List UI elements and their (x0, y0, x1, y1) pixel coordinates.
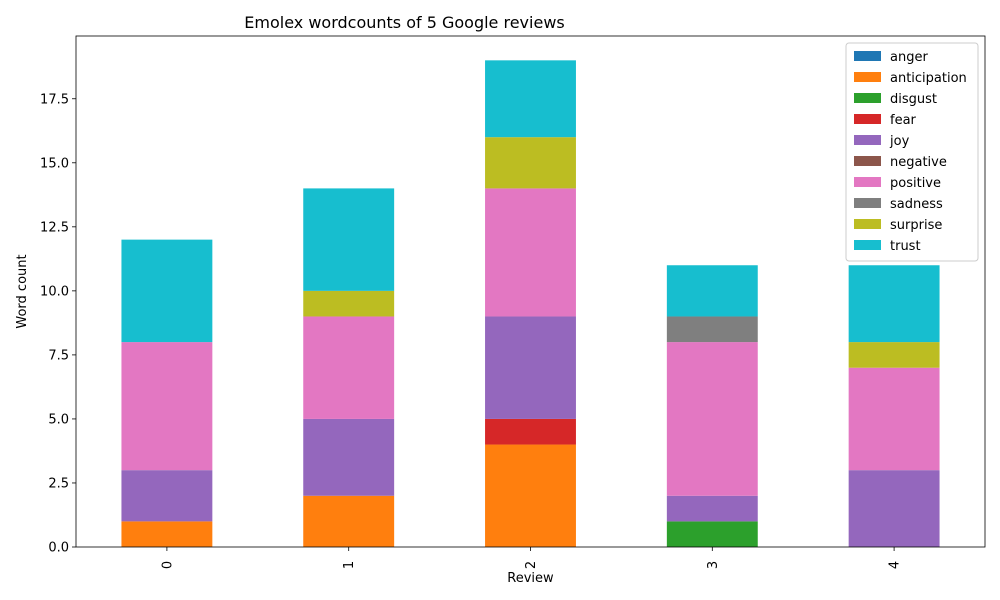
x-tick-label: 1 (342, 561, 357, 569)
bar-surprise-review-1 (303, 290, 395, 317)
bar-positive-review-0 (121, 342, 213, 471)
legend-label-negative: negative (890, 155, 947, 170)
y-axis-label: Word count (15, 254, 30, 328)
x-tick-label: 2 (524, 561, 539, 569)
legend-swatch-surprise (854, 219, 881, 229)
bar-positive-review-1 (303, 316, 395, 419)
bar-joy-review-2 (485, 316, 576, 419)
bar-trust-review-1 (303, 188, 395, 291)
bar-positive-review-4 (848, 367, 940, 471)
bar-joy-review-4 (848, 470, 940, 547)
legend: anger anticipation disgust fear joy negative p… (845, 42, 979, 262)
bar-joy-review-0 (121, 470, 213, 522)
bar-joy-review-1 (303, 418, 395, 496)
legend-swatch-negative (854, 156, 881, 166)
legend-label-anticipation: anticipation (890, 71, 967, 86)
bar-trust-review-3 (666, 265, 758, 317)
legend-swatch-fear (854, 114, 881, 124)
legend-swatch-trust (854, 240, 881, 250)
legend-label-positive: positive (890, 176, 941, 191)
legend-label-joy: joy (889, 134, 910, 149)
legend-swatch-anticipation (854, 72, 881, 82)
y-tick-label: 10.0 (40, 284, 69, 299)
chart-title: Emolex wordcounts of 5 Google reviews (244, 13, 564, 32)
plot-area: 0.0 2.5 5.0 7.5 10.0 12.5 15.0 17.5 0 1 2 3 4 (40, 35, 986, 569)
bar-joy-review-3 (666, 495, 758, 522)
x-tick-label: 0 (160, 561, 175, 569)
bar-disgust-review-3 (666, 521, 758, 547)
x-tick-label: 3 (706, 561, 721, 569)
y-tick-label: 0.0 (48, 541, 69, 556)
legend-swatch-joy (854, 135, 881, 145)
legend-swatch-disgust (854, 93, 881, 103)
legend-label-sadness: sadness (890, 197, 943, 212)
legend-label-fear: fear (890, 113, 917, 128)
y-tick-label: 15.0 (40, 156, 69, 171)
legend-label-trust: trust (890, 239, 921, 254)
legend-swatch-anger (854, 51, 881, 61)
y-tick-label: 12.5 (40, 220, 69, 235)
bar-anticipation-review-1 (303, 495, 395, 547)
bar-sadness-review-3 (666, 316, 758, 343)
bar-anticipation-review-2 (485, 444, 576, 547)
bar-positive-review-3 (666, 342, 758, 496)
legend-swatch-positive (854, 177, 881, 187)
x-axis-label: Review (507, 571, 554, 586)
legend-swatch-sadness (854, 198, 881, 208)
legend-label-disgust: disgust (890, 92, 937, 107)
bar-fear-review-2 (485, 418, 576, 445)
legend-label-anger: anger (890, 50, 928, 65)
y-tick-label: 7.5 (48, 348, 69, 363)
y-tick-label: 17.5 (40, 92, 69, 107)
legend-label-surprise: surprise (890, 218, 942, 233)
bar-positive-review-2 (485, 188, 576, 317)
bar-surprise-review-4 (848, 342, 940, 368)
x-tick-label: 4 (888, 561, 903, 569)
bar-anticipation-review-0 (121, 521, 213, 547)
bar-trust-review-4 (848, 265, 940, 343)
y-tick-label: 5.0 (48, 412, 69, 427)
bar-trust-review-2 (485, 60, 576, 138)
y-tick-label: 2.5 (48, 476, 69, 491)
bar-trust-review-0 (121, 239, 213, 343)
bar-surprise-review-2 (485, 137, 576, 189)
